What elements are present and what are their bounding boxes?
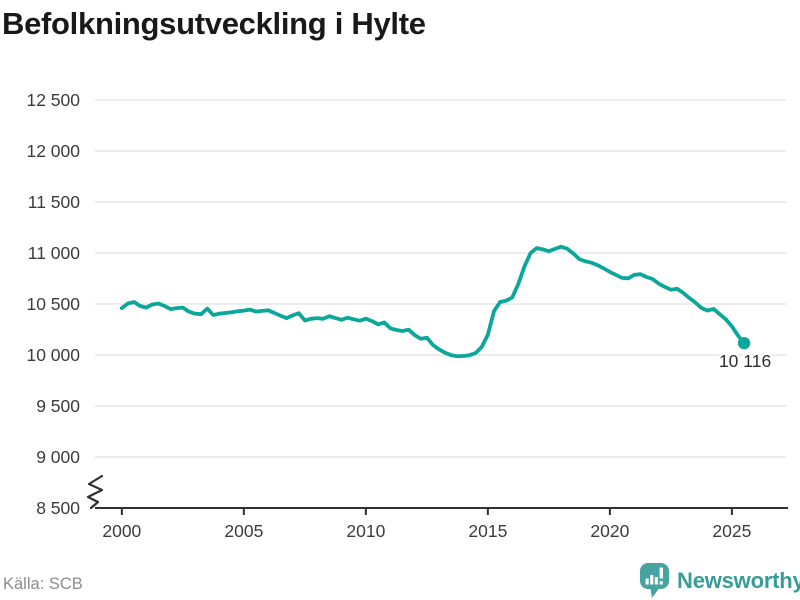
x-tick-label: 2010 [346,521,385,541]
y-tick-label: 11 500 [28,192,80,212]
axes-group: 2000 2005 2010 2015 2020 2025 [95,507,788,541]
series-group: 10 116 [119,244,774,374]
x-tick-label: 2000 [102,521,141,541]
newsworthy-wordmark: Newsworthy [677,567,800,593]
y-tick-label: 12 000 [26,141,80,161]
x-tick-label: 2025 [712,521,751,541]
newsworthy-logo: Newsworthy [640,563,800,598]
y-tick-label: 9 500 [36,396,80,416]
y-tick-label: 11 000 [28,243,80,263]
x-tick-label: 2020 [590,521,629,541]
axis-break-icon [86,474,104,510]
y-tick-label: 8 500 [36,498,80,518]
x-tick-label: 2005 [224,521,263,541]
logo-barchart-glyph [645,567,663,585]
end-point-dot [737,336,751,350]
population-line [119,244,746,359]
gridlines-group: 8 500 9 000 9 500 10 000 10 500 11 000 11 500 1… [26,90,786,518]
x-tick-label: 2015 [468,521,507,541]
y-tick-label: 10 500 [26,294,80,314]
chart-title: Befolkningsutveckling i Hylte [2,6,426,41]
y-tick-label: 12 500 [26,90,80,110]
logo-bubble-shape [640,563,669,598]
y-tick-label: 9 000 [36,447,80,467]
y-tick-label: 10 000 [26,345,80,365]
newsworthy-icon [640,563,669,598]
end-value-label: 10 116 [719,351,771,371]
source-note: Källa: SCB [3,575,83,593]
